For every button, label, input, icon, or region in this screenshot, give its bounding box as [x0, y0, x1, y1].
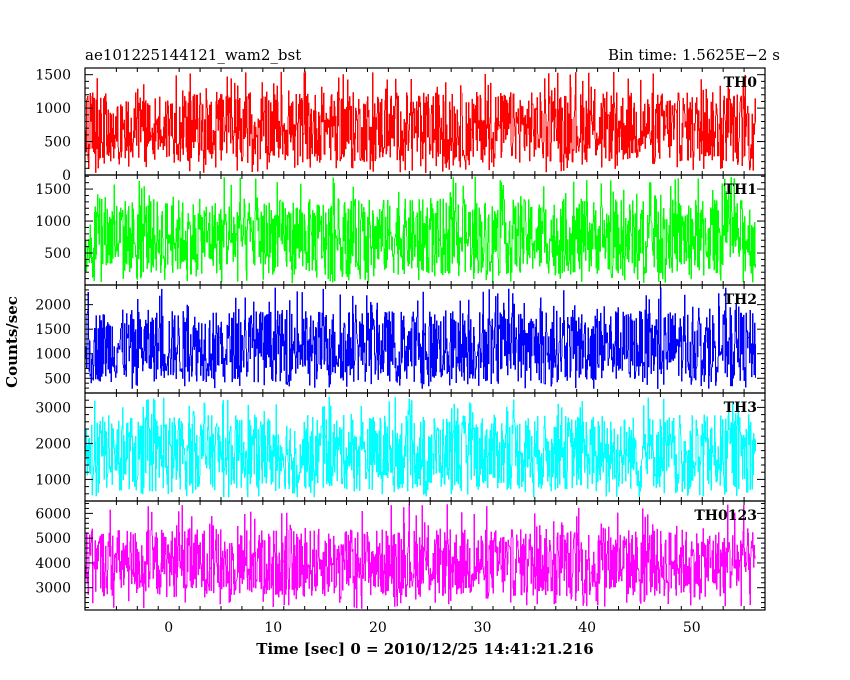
- panel-th3: 1000 2000 3000 TH3: [35, 392, 766, 502]
- y-tick-label-th0: 1000: [35, 101, 71, 117]
- panel-label-th2: TH2: [724, 292, 757, 308]
- series-th0: [85, 71, 756, 173]
- bin-time-label: Bin time: 1.5625E−2 s: [608, 46, 780, 64]
- x-tick-label: 0: [164, 620, 173, 636]
- y-tick-label-th0: 0: [62, 168, 71, 184]
- series-th2: [85, 287, 756, 389]
- panel-th0123: 3000 4000 5000 6000 TH0123: [35, 500, 766, 611]
- panel-th1: 500 1000 1500 TH1: [35, 174, 766, 286]
- y-tick-label-th2: 2000: [35, 298, 71, 314]
- chart-title: ae101225144121_wam2_bst: [85, 46, 301, 64]
- panel-th2: 500 1000 1500 2000 TH2: [35, 284, 766, 394]
- y-tick-label-th0123: 5000: [35, 531, 71, 547]
- x-axis-title: Time [sec] 0 = 2010/12/25 14:41:21.216: [256, 640, 593, 658]
- y-tick-label-th1: 1000: [35, 214, 71, 230]
- y-tick-label-th3: 1000: [35, 472, 71, 488]
- y-tick-label-th1: 1500: [35, 182, 71, 198]
- x-tick-label: 30: [474, 620, 492, 636]
- y-tick-label-th0: 1500: [35, 68, 71, 84]
- series-th0123: [85, 504, 756, 609]
- x-tick-label: 10: [264, 620, 282, 636]
- panel-label-th0: TH0: [724, 75, 758, 91]
- panel-label-th1: TH1: [724, 182, 757, 198]
- panel-th0: 0 500 1000 1500 TH0: [35, 67, 766, 184]
- y-tick-label-th0123: 4000: [35, 556, 71, 572]
- y-tick-label-th0: 500: [44, 135, 71, 151]
- y-tick-label-th3: 2000: [35, 436, 71, 452]
- y-tick-label-th3: 3000: [35, 400, 71, 416]
- y-tick-label-th0123: 6000: [35, 506, 71, 522]
- y-tick-label-th2: 500: [44, 371, 71, 387]
- panel-label-th0123: TH0123: [694, 508, 757, 524]
- x-tick-label: 20: [369, 620, 387, 636]
- frame-th0123: [84, 500, 766, 611]
- y-tick-label-th0123: 3000: [35, 581, 71, 597]
- y-tick-label-th2: 1000: [35, 347, 71, 363]
- x-tick-label: 50: [683, 620, 701, 636]
- series-th3: [85, 396, 756, 498]
- y-tick-label-th1: 500: [44, 246, 71, 262]
- y-axis-title: Counts/sec: [3, 296, 21, 388]
- y-tick-label-th2: 1500: [35, 322, 71, 338]
- series-th1: [85, 176, 756, 284]
- x-tick-label: 40: [578, 620, 596, 636]
- panel-label-th3: TH3: [724, 400, 757, 416]
